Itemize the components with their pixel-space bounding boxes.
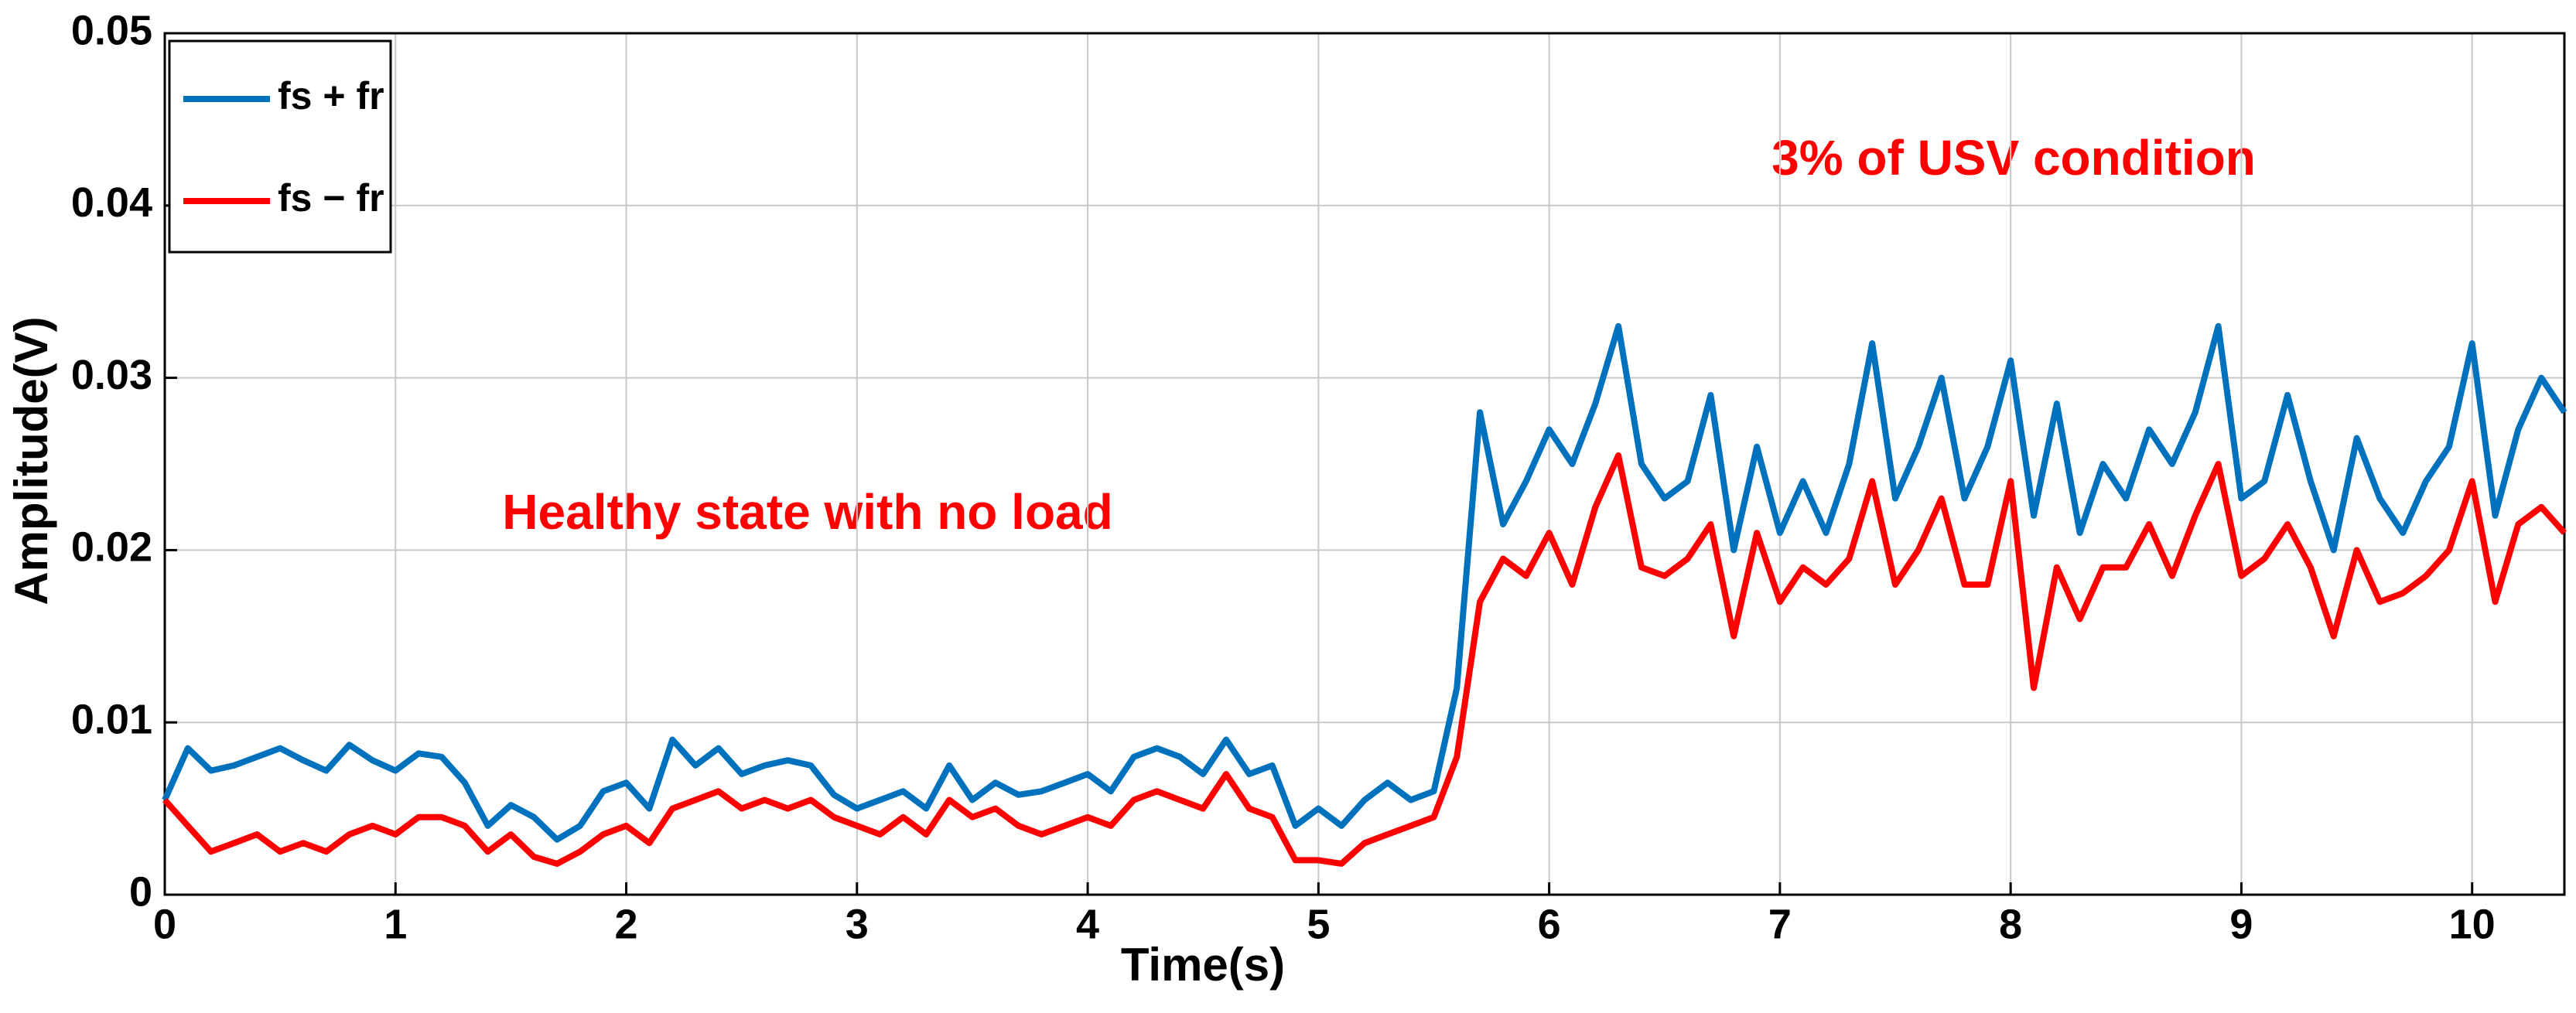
x-tick-label: 0 xyxy=(153,901,176,947)
data-line xyxy=(162,452,2567,867)
y-tick-label: 0.05 xyxy=(71,7,152,53)
data-line xyxy=(162,322,2567,843)
x-tick-label: 6 xyxy=(1538,901,1561,947)
legend-label: fs − fr xyxy=(278,176,384,220)
x-tick-label: 3 xyxy=(846,901,869,947)
x-tick-label: 9 xyxy=(2229,901,2253,947)
y-tick-label: 0.03 xyxy=(71,352,152,398)
annotation: Healthy state with no load xyxy=(502,484,1112,540)
x-tick-label: 2 xyxy=(615,901,638,947)
x-tick-label: 5 xyxy=(1307,901,1330,947)
annotation: 3% of USV condition xyxy=(1771,130,2256,186)
y-tick-label: 0.04 xyxy=(71,179,152,226)
y-axis-label: Amplitude(V) xyxy=(5,316,57,605)
y-tick-label: 0 xyxy=(129,868,152,915)
x-tick-label: 10 xyxy=(2449,901,2496,947)
plot-frame xyxy=(163,32,2566,896)
x-axis-label: Time(s) xyxy=(1121,939,1285,991)
y-tick-label: 0.01 xyxy=(71,696,152,742)
x-tick-label: 1 xyxy=(384,901,407,947)
legend-label: fs + fr xyxy=(278,74,384,118)
legend-box xyxy=(168,39,392,254)
x-tick-label: 7 xyxy=(1768,901,1792,947)
y-tick-label: 0.02 xyxy=(71,524,152,571)
x-tick-label: 8 xyxy=(1999,901,2022,947)
x-tick-label: 4 xyxy=(1076,901,1099,947)
